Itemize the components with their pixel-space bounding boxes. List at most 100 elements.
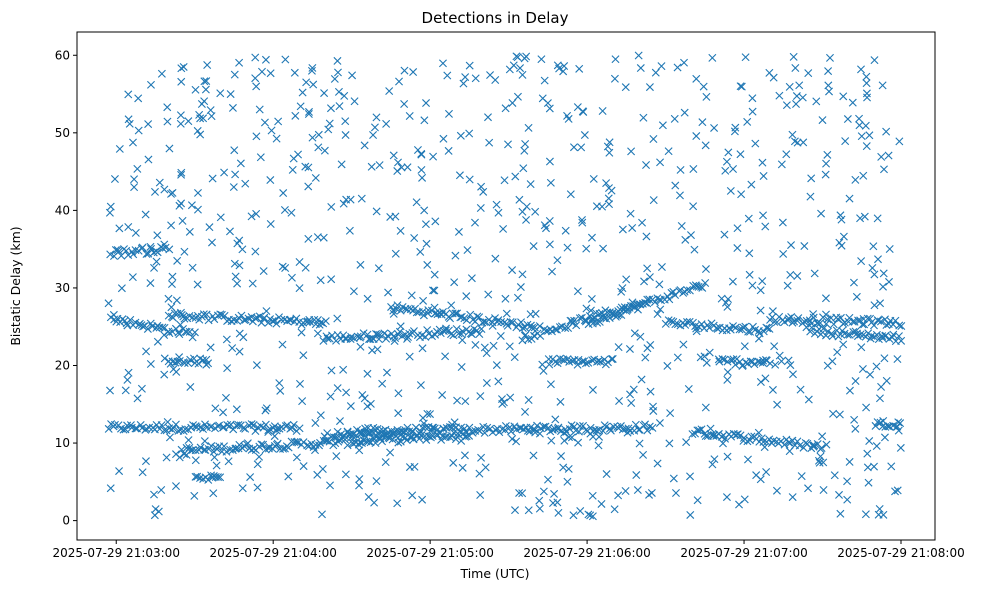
detection-marker (665, 295, 674, 304)
detection-marker (126, 421, 135, 430)
detection-marker (389, 151, 398, 160)
detection-marker (225, 227, 234, 236)
detection-marker (318, 510, 326, 519)
detection-marker (561, 324, 570, 333)
x-tick-label: 2025-07-29 21:05:00 (366, 546, 493, 560)
detection-marker (747, 180, 756, 189)
detection-marker (866, 370, 875, 379)
detection-marker (418, 344, 427, 353)
detection-marker (461, 73, 470, 82)
detection-marker (400, 428, 409, 437)
detection-marker (296, 102, 305, 111)
detection-marker (748, 94, 757, 103)
detection-marker (772, 486, 781, 495)
detection-marker (342, 195, 351, 204)
detection-marker (762, 468, 771, 476)
detection-marker (368, 346, 377, 355)
detection-marker (482, 379, 491, 387)
detection-marker (546, 380, 555, 389)
detection-marker (794, 314, 803, 323)
detection-marker (859, 171, 868, 180)
detection-marker (729, 322, 738, 331)
detection-marker (731, 360, 740, 369)
detection-marker (745, 270, 754, 279)
detection-marker (885, 277, 893, 286)
detection-marker (185, 227, 194, 236)
detection-marker (366, 399, 375, 408)
detection-marker (284, 472, 293, 481)
detection-marker (449, 458, 458, 467)
detection-marker (146, 242, 155, 251)
detection-marker (588, 315, 597, 324)
detection-marker (369, 131, 378, 140)
detection-marker (497, 317, 506, 326)
detection-marker (305, 315, 314, 324)
detection-marker (298, 88, 307, 97)
detection-marker (350, 97, 359, 106)
detection-marker (106, 386, 115, 395)
detection-marker (115, 224, 124, 233)
detection-marker (418, 495, 427, 504)
detection-marker (288, 165, 297, 174)
detection-marker (610, 74, 619, 83)
detection-marker (537, 55, 546, 64)
detection-marker (857, 343, 866, 352)
detection-marker (129, 250, 138, 259)
detection-marker (568, 357, 577, 366)
detection-marker (819, 458, 828, 467)
detection-marker (673, 353, 682, 362)
detection-marker (560, 62, 569, 71)
detection-marker (378, 379, 387, 388)
detection-marker (489, 341, 498, 350)
detection-marker (607, 355, 616, 364)
detection-marker (272, 426, 281, 435)
detection-marker (505, 342, 514, 351)
detection-marker (688, 318, 697, 327)
detection-marker (295, 284, 304, 293)
detection-marker (642, 232, 651, 241)
detection-marker (643, 426, 652, 435)
detection-marker (109, 310, 118, 319)
detection-marker (894, 332, 903, 341)
detection-marker (331, 433, 340, 442)
detection-marker (476, 203, 485, 212)
detection-marker (641, 353, 650, 362)
detection-marker (680, 108, 689, 117)
detection-marker (582, 316, 591, 325)
detection-marker (321, 317, 330, 326)
detection-marker (645, 295, 654, 304)
detection-marker (807, 174, 816, 183)
detection-marker (761, 222, 770, 231)
detection-marker (199, 310, 208, 319)
detection-marker (306, 317, 314, 326)
detection-marker (135, 319, 144, 328)
detection-marker (822, 440, 831, 449)
detection-marker (477, 453, 486, 462)
detection-marker (780, 440, 789, 449)
detection-marker (400, 66, 409, 75)
detection-marker (855, 121, 864, 130)
detection-marker (877, 152, 886, 161)
detection-marker (168, 272, 177, 281)
detection-marker (818, 432, 827, 441)
detection-marker (172, 367, 181, 376)
detection-marker (634, 51, 643, 60)
detection-marker (171, 482, 180, 491)
detection-marker (502, 309, 511, 318)
detection-marker (128, 138, 137, 147)
detection-marker (416, 247, 425, 256)
detection-marker (115, 467, 124, 476)
detection-marker (696, 353, 705, 362)
detection-marker (763, 324, 772, 333)
detection-marker (259, 267, 268, 276)
detection-marker (825, 87, 834, 96)
detection-marker (160, 370, 169, 379)
detection-marker (829, 409, 838, 418)
detection-marker (158, 323, 167, 332)
detection-marker (508, 266, 517, 275)
detection-marker (386, 448, 395, 457)
detection-marker (574, 438, 583, 447)
detection-marker (636, 300, 645, 309)
detection-marker (625, 344, 634, 353)
detection-marker (155, 424, 164, 433)
